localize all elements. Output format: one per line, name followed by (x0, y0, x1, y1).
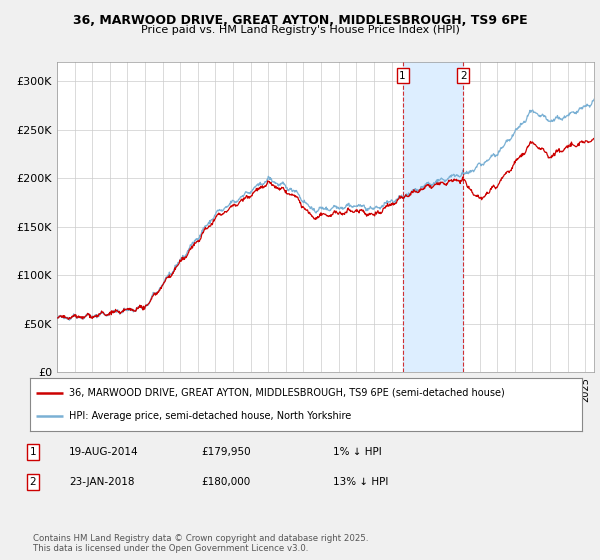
Text: 2: 2 (460, 71, 466, 81)
Text: Contains HM Land Registry data © Crown copyright and database right 2025.
This d: Contains HM Land Registry data © Crown c… (33, 534, 368, 553)
Text: 23-JAN-2018: 23-JAN-2018 (69, 477, 134, 487)
Bar (403, 62, 463, 372)
Text: 2: 2 (29, 477, 37, 487)
Text: £180,000: £180,000 (201, 477, 250, 487)
Text: 1: 1 (29, 447, 37, 457)
Text: 1% ↓ HPI: 1% ↓ HPI (333, 447, 382, 457)
Text: 36, MARWOOD DRIVE, GREAT AYTON, MIDDLESBROUGH, TS9 6PE (semi-detached house): 36, MARWOOD DRIVE, GREAT AYTON, MIDDLESB… (68, 388, 505, 398)
Text: HPI: Average price, semi-detached house, North Yorkshire: HPI: Average price, semi-detached house,… (68, 411, 351, 421)
Text: 1: 1 (400, 71, 406, 81)
Text: 36, MARWOOD DRIVE, GREAT AYTON, MIDDLESBROUGH, TS9 6PE: 36, MARWOOD DRIVE, GREAT AYTON, MIDDLESB… (73, 14, 527, 27)
Text: 13% ↓ HPI: 13% ↓ HPI (333, 477, 388, 487)
Text: £179,950: £179,950 (201, 447, 251, 457)
Text: 19-AUG-2014: 19-AUG-2014 (69, 447, 139, 457)
Text: Price paid vs. HM Land Registry's House Price Index (HPI): Price paid vs. HM Land Registry's House … (140, 25, 460, 35)
